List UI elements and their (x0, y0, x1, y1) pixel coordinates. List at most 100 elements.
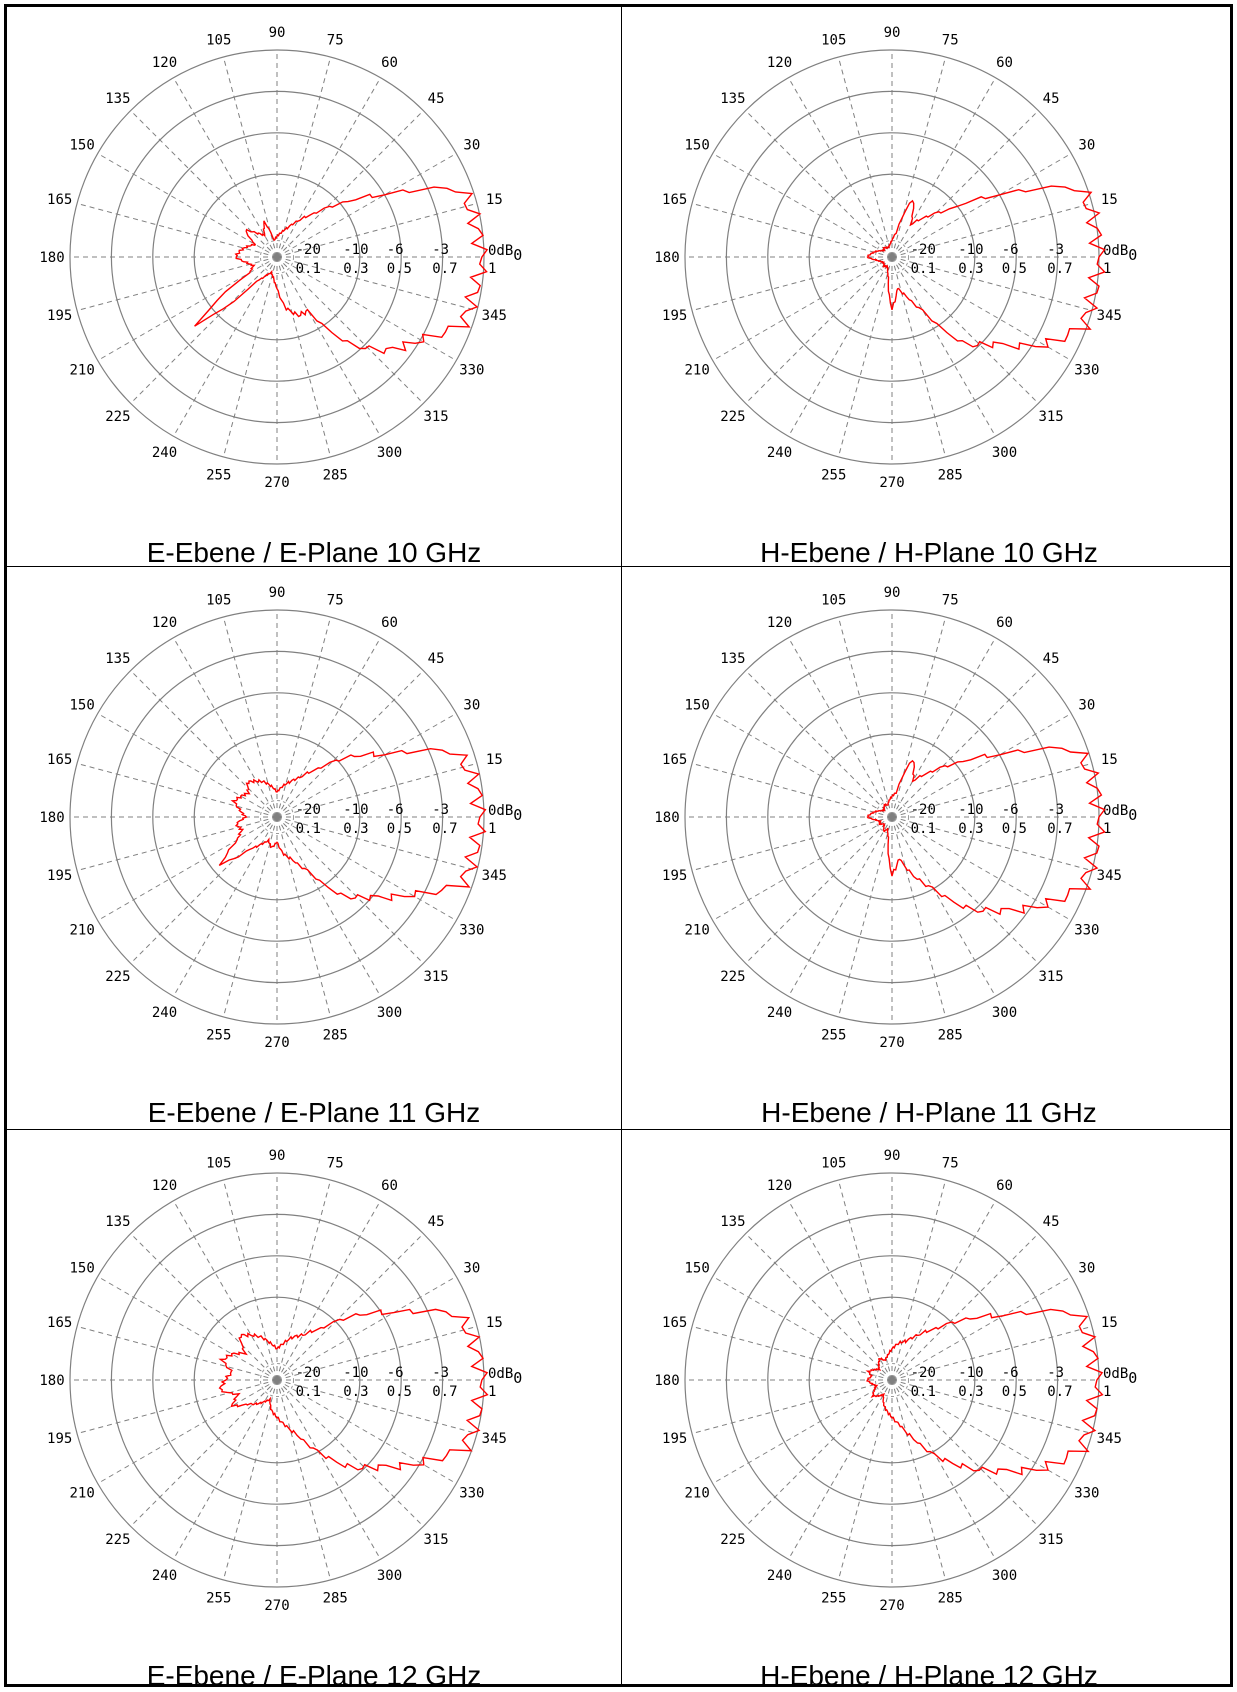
polar-spoke (891, 77, 996, 258)
db-tick-label: -6 (1002, 802, 1019, 818)
angle-label: 150 (684, 138, 709, 154)
angle-label: 285 (938, 1027, 963, 1043)
angle-label: 105 (821, 593, 846, 609)
polar-spoke (276, 816, 424, 964)
polar-ring (69, 609, 485, 1025)
polar-spoke (891, 816, 1072, 921)
linear-tick-label: 0.1 (296, 821, 321, 837)
polar-spoke (130, 1379, 278, 1527)
angle-label: 210 (684, 923, 709, 939)
linear-tick-label: 0.5 (387, 821, 412, 837)
linear-tick-label: 0.3 (958, 821, 983, 837)
db-tick-label: -10 (958, 802, 983, 818)
linear-tick-label: 0.3 (958, 1384, 983, 1400)
angle-label: 105 (206, 593, 231, 609)
polar-ring (152, 1255, 402, 1505)
polar-spoke (712, 153, 893, 258)
polar-ring (259, 239, 295, 275)
angle-label: 75 (327, 1156, 344, 1172)
angle-label: 255 (821, 1027, 846, 1043)
row-divider (4, 1129, 1233, 1130)
polar-spoke (276, 1379, 332, 1581)
linear-tick-label: 0.7 (1047, 821, 1072, 837)
angle-label: 165 (662, 1315, 687, 1331)
polar-spoke (276, 762, 478, 818)
linear-tick-label: 0.1 (911, 821, 936, 837)
angle-label: 255 (206, 1027, 231, 1043)
polar-ring (767, 1255, 1017, 1505)
polar-ring (69, 1172, 485, 1588)
polar-spoke (173, 1379, 278, 1560)
polar-spoke (712, 1379, 893, 1484)
angle-label: 60 (381, 615, 398, 631)
polar-spoke (276, 1379, 381, 1560)
angle-label: 285 (323, 467, 348, 483)
angle-label: 90 (269, 25, 286, 41)
angle-label: 0dB0 (1103, 243, 1137, 264)
polar-spoke (788, 816, 893, 997)
angle-label: 150 (69, 698, 94, 714)
angle-label: 105 (821, 33, 846, 49)
polar-spoke (891, 816, 1039, 964)
polar-spoke (97, 153, 278, 258)
angle-label: 270 (879, 475, 904, 491)
angle-label: 270 (879, 1035, 904, 1051)
polar-spoke (222, 1379, 278, 1581)
polar-spoke (891, 56, 947, 258)
angle-label: 180 (39, 250, 64, 266)
polar-spoke (691, 1379, 893, 1435)
angle-label: 15 (1101, 1315, 1118, 1331)
angle-label: 285 (323, 1590, 348, 1606)
angle-label: 45 (428, 651, 445, 667)
linear-tick-label: 0.3 (343, 261, 368, 277)
angle-label: 300 (377, 1005, 402, 1021)
angle-label: 285 (938, 467, 963, 483)
chart-caption: H-Ebene / H-Plane 11 GHz (761, 1097, 1097, 1128)
angle-label: 210 (69, 363, 94, 379)
angle-label: 315 (423, 1532, 448, 1548)
angle-label: 45 (428, 1214, 445, 1230)
angle-label: 90 (884, 25, 901, 41)
pattern-series (865, 1308, 1104, 1476)
angle-label: 60 (996, 615, 1013, 631)
angle-label: 315 (1038, 969, 1063, 985)
angle-label: 300 (992, 1005, 1017, 1021)
polar-plot: 15 30 45 60 75 90 105 120 135 150 165 180 195 210 225 2… (654, 1148, 1137, 1614)
angle-label: 225 (720, 1532, 745, 1548)
angle-label: 90 (884, 585, 901, 601)
angle-label: 45 (1043, 651, 1060, 667)
angle-label: 345 (1097, 1431, 1122, 1447)
angle-label: 270 (264, 1598, 289, 1614)
polar-spoke (173, 816, 278, 997)
polar-spoke (130, 110, 278, 258)
polar-chart-e-plane-12ghz: 15 30 45 60 75 90 105 120 135 150 165 180 195 210 225 2… (7, 1130, 621, 1692)
angle-label: 345 (482, 308, 507, 324)
angle-label: 0dB0 (1103, 1366, 1137, 1387)
angle-label: 180 (39, 1373, 64, 1389)
db-tick-label: -3 (1047, 1365, 1064, 1381)
db-tick-label: -6 (387, 242, 404, 258)
polar-spoke (76, 256, 278, 312)
linear-tick-label: 0.7 (1047, 1384, 1072, 1400)
polar-spoke (276, 202, 478, 258)
angle-label: 30 (463, 698, 480, 714)
polar-ring (767, 692, 1017, 942)
chart-caption: E-Ebene / E-Plane 12 GHz (146, 1660, 482, 1691)
chart-caption: H-Ebene / H-Plane 12 GHz (760, 1660, 1098, 1691)
angle-label: 240 (767, 1005, 792, 1021)
angle-label: 225 (720, 409, 745, 425)
polar-spoke (276, 110, 424, 258)
polar-chart-e-plane-10ghz: 15 30 45 60 75 90 105 120 135 150 165 180 195 210 225 2… (7, 7, 621, 569)
polar-spoke (837, 56, 893, 258)
angle-label: 45 (1043, 1214, 1060, 1230)
linear-tick-label: 0.1 (911, 261, 936, 277)
angle-label: 195 (662, 308, 687, 324)
polar-spoke (837, 616, 893, 818)
db-tick-label: -6 (387, 1365, 404, 1381)
angle-label: 210 (69, 923, 94, 939)
polar-spoke (891, 1179, 947, 1381)
polar-spoke (891, 256, 947, 458)
polar-spoke (276, 1379, 457, 1484)
linear-tick-label: 1 (1103, 261, 1111, 277)
linear-tick-label: 1 (1103, 1384, 1111, 1400)
